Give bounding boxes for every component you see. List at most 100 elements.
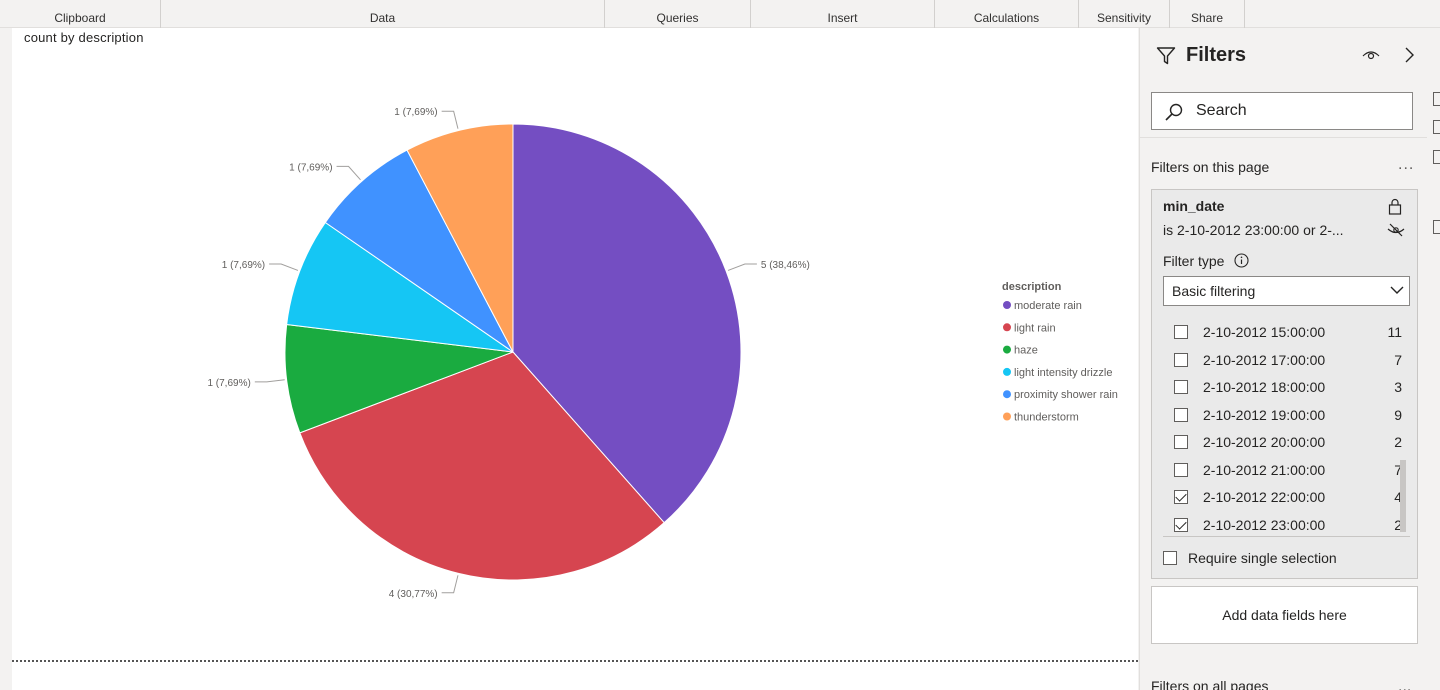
ribbon-group-share: Share: [1170, 0, 1245, 28]
pie-data-label: 1 (7,69%): [207, 378, 250, 389]
filter-value-row[interactable]: 2-10-2012 21:00:00 7: [1163, 458, 1410, 485]
search-icon: [1165, 103, 1183, 121]
filter-value-checkbox[interactable]: [1174, 352, 1188, 367]
chart-legend: description moderate rain light rain haze li…: [1002, 281, 1118, 424]
visual-title: count by description: [24, 30, 144, 45]
filter-value-checkbox[interactable]: [1174, 490, 1188, 504]
canvas-page-boundary: [12, 660, 1138, 662]
pie-slice-thunderstorm[interactable]: [406, 123, 514, 353]
filter-value-count: 7: [1394, 461, 1402, 478]
filter-value-label: 2-10-2012 17:00:00: [1203, 351, 1326, 368]
line-chart-icon[interactable]: [1433, 120, 1440, 134]
filter-value-row[interactable]: 2-10-2012 15:00:00 11: [1163, 320, 1410, 347]
more-options-button[interactable]: ...: [1398, 156, 1415, 173]
pie-leader-lines: [254, 110, 757, 594]
canvas-left-margin: [0, 28, 12, 690]
filter-value-row[interactable]: 2-10-2012 23:00:00 2: [1163, 513, 1410, 535]
filter-type-dropdown[interactable]: Basic filtering: [1163, 276, 1410, 306]
legend-item-label[interactable]: moderate rain: [1014, 300, 1082, 312]
legend-item-label[interactable]: haze: [1014, 345, 1038, 357]
filters-on-this-page-label: Filters on this page: [1151, 159, 1270, 175]
filter-value-checkbox[interactable]: [1174, 380, 1188, 394]
eye-icon[interactable]: [1362, 48, 1380, 62]
divider: [1140, 137, 1428, 138]
ribbon-group-insert: Insert: [751, 0, 935, 28]
filter-value-row[interactable]: 2-10-2012 17:00:00 7: [1163, 348, 1410, 375]
pie-slice-haze[interactable]: [284, 323, 514, 434]
collapse-chevron-icon[interactable]: [1402, 46, 1416, 64]
filter-value-label: 2-10-2012 20:00:00: [1203, 434, 1326, 450]
list-scrollbar-thumb[interactable]: [1400, 460, 1406, 532]
legend-item-label[interactable]: thunderstorm: [1014, 412, 1079, 424]
legend-marker[interactable]: [1003, 345, 1011, 354]
pie-slices: [284, 123, 742, 581]
filters-header: Filters: [1140, 42, 1428, 70]
report-canvas: count by description 5 (38,46%) 4 (30,77%…: [12, 28, 1138, 690]
filter-value-checkbox[interactable]: [1174, 517, 1188, 532]
pie-chart[interactable]: 5 (38,46%) 4 (30,77%) 1 (7,69%) 1 (7,69%) 1 …: [12, 28, 1138, 658]
pie-slice-light-rain[interactable]: [299, 351, 665, 581]
pie-leader-line: [441, 575, 459, 594]
ribbon-group-calculations: Calculations: [935, 0, 1079, 28]
matrix-icon[interactable]: [1433, 220, 1440, 234]
filter-value-label: 2-10-2012 22:00:00: [1203, 489, 1326, 505]
filter-type-selected: Basic filtering: [1172, 283, 1256, 299]
filter-value-row[interactable]: 2-10-2012 18:00:00 3: [1163, 375, 1410, 402]
legend-item-label[interactable]: light intensity drizzle: [1014, 367, 1112, 379]
legend-marker[interactable]: [1003, 412, 1011, 421]
legend-marker[interactable]: [1003, 367, 1011, 376]
pie-slice-moderate-rain[interactable]: [512, 123, 742, 524]
add-data-fields-dropzone[interactable]: Add data fields here: [1151, 586, 1418, 644]
ribbon-group-sensitivity: Sensitivity: [1079, 0, 1170, 28]
filter-value-label: 2-10-2012 21:00:00: [1203, 461, 1326, 478]
add-data-fields-label: Add data fields here: [1222, 607, 1347, 623]
pie-slice-light-intensity-drizzle[interactable]: [286, 221, 514, 353]
legend-marker[interactable]: [1003, 301, 1011, 309]
divider: [1163, 536, 1410, 537]
more-options-button[interactable]: ...: [1398, 678, 1412, 690]
legend-marker[interactable]: [1003, 323, 1011, 332]
legend-item-label[interactable]: light rain: [1014, 322, 1056, 334]
pie-slice-proximity-shower-rain[interactable]: [324, 149, 514, 353]
filter-value-row[interactable]: 2-10-2012 20:00:00 2: [1163, 430, 1410, 457]
filter-value-checkbox[interactable]: [1174, 435, 1188, 449]
filter-value-count: 2: [1394, 516, 1402, 533]
filter-value-count: 4: [1394, 489, 1402, 505]
filters-on-all-pages-label: Filters on all pages: [1151, 678, 1269, 690]
pie-leader-line: [727, 263, 757, 271]
filter-value-checkbox[interactable]: [1174, 407, 1188, 422]
ribbon-group-clipboard: Clipboard: [0, 0, 161, 28]
ribbon-group-labels: Clipboard Data Queries Insert Calculatio…: [0, 0, 1440, 28]
pie-leader-line: [269, 263, 299, 271]
pie-data-label: 1 (7,69%): [289, 162, 332, 173]
pie-leader-line: [336, 165, 361, 181]
hide-eye-icon[interactable]: [1387, 223, 1405, 237]
pie-data-labels: 5 (38,46%) 4 (30,77%) 1 (7,69%) 1 (7,69%) 1 …: [207, 107, 809, 600]
filter-condition-summary: is 2-10-2012 23:00:00 or 2-...: [1163, 222, 1344, 238]
filters-pane: Filters Search Filters on this page ... …: [1139, 28, 1428, 690]
filter-card-min-date[interactable]: min_date is 2-10-2012 23:00:00 or 2-... …: [1151, 189, 1418, 579]
filters-search-input[interactable]: Search: [1151, 92, 1413, 130]
filter-value-label: 2-10-2012 23:00:00: [1203, 516, 1326, 533]
ribbon-group-data: Data: [161, 0, 605, 28]
legend-marker[interactable]: [1003, 390, 1011, 399]
pie-leader-line: [441, 110, 459, 129]
filter-value-row[interactable]: 2-10-2012 19:00:00 9: [1163, 403, 1410, 430]
filter-value-count: 11: [1387, 324, 1402, 340]
info-icon[interactable]: [1234, 253, 1249, 268]
filter-funnel-icon: [1156, 47, 1176, 65]
filter-value-count: 7: [1394, 351, 1402, 368]
filter-value-row[interactable]: 2-10-2012 22:00:00 4: [1163, 485, 1410, 512]
filter-values-list: 2-10-2012 15:00:00 11 2-10-2012 17:00:00 7 2…: [1163, 316, 1410, 534]
visualizations-pane-edge: [1427, 28, 1440, 690]
legend-item-label[interactable]: proximity shower rain: [1014, 389, 1118, 401]
filter-value-checkbox[interactable]: [1174, 462, 1188, 477]
bar-chart-icon[interactable]: [1433, 150, 1440, 164]
lock-icon[interactable]: [1388, 198, 1402, 215]
ribbon-group-queries: Queries: [605, 0, 751, 28]
filter-value-checkbox[interactable]: [1174, 325, 1188, 339]
table-icon[interactable]: [1433, 92, 1440, 106]
require-single-checkbox[interactable]: [1163, 551, 1177, 565]
filters-title: Filters: [1186, 44, 1247, 66]
filter-type-label: Filter type: [1163, 253, 1225, 269]
